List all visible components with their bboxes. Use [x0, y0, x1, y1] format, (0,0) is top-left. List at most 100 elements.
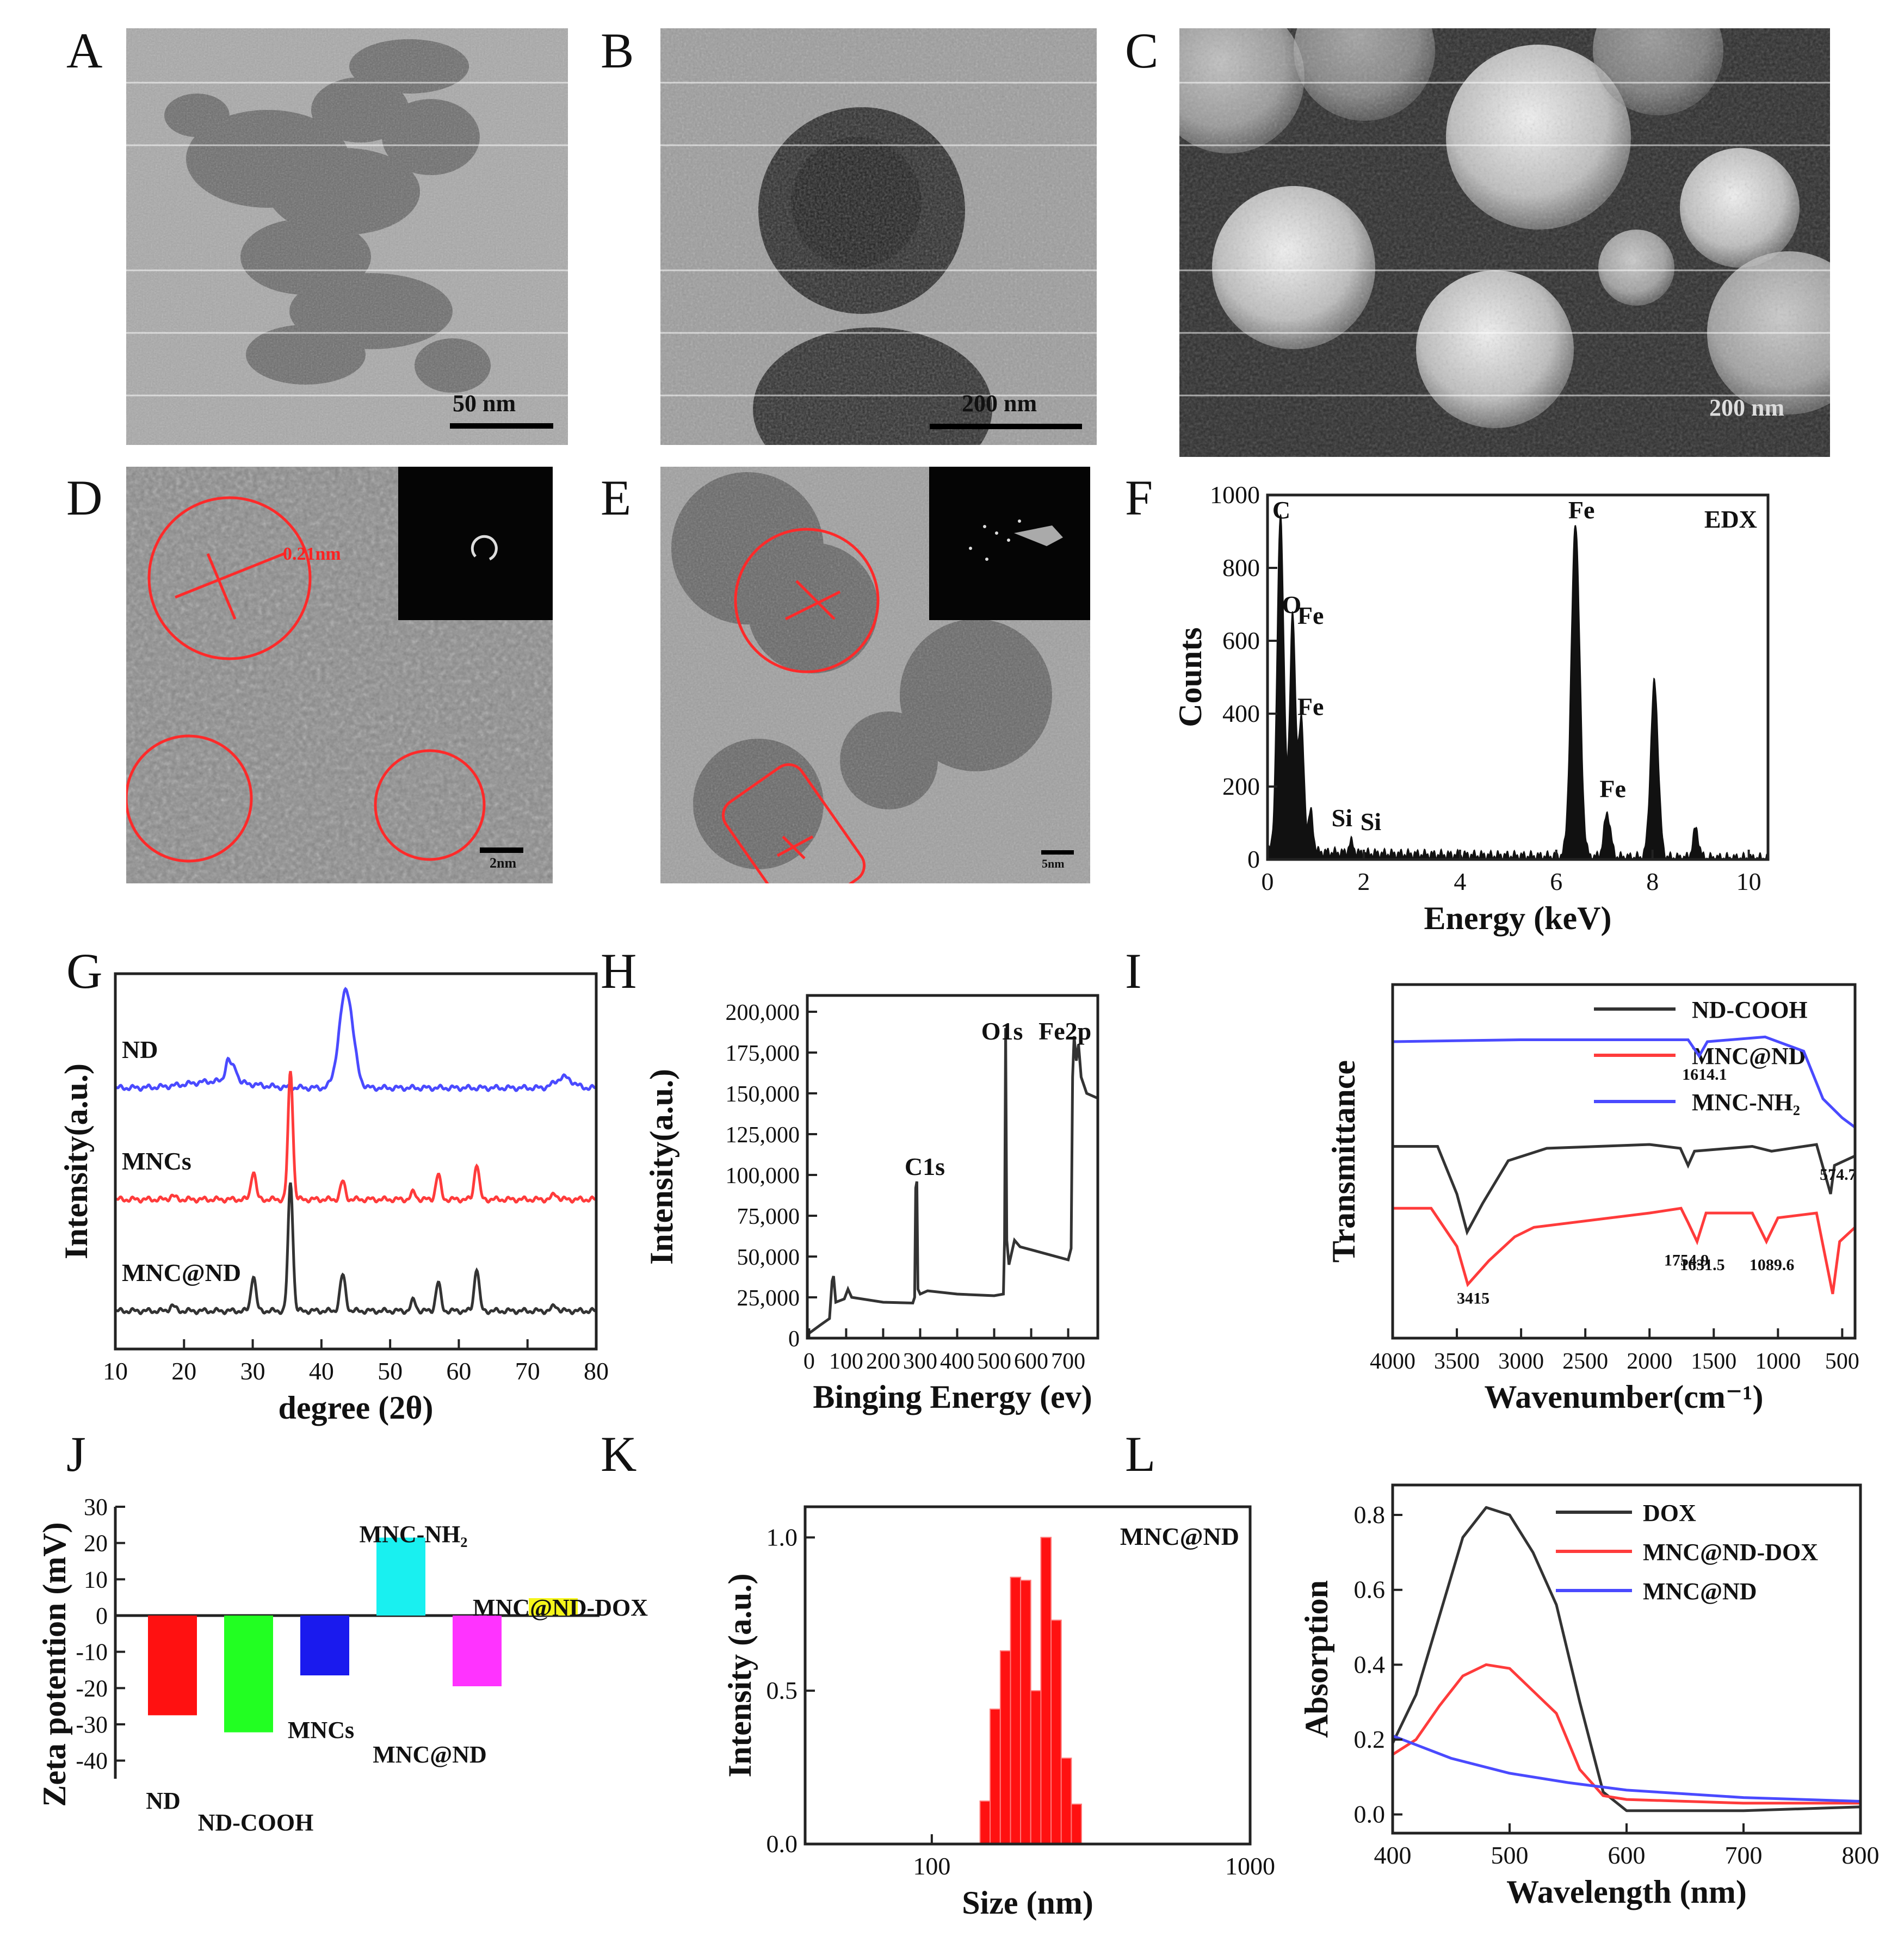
chart-h-ytick-label: 200,000 [726, 1000, 800, 1025]
dls-bar [1010, 1576, 1022, 1845]
chart-l-xtick-label: 700 [1725, 1841, 1763, 1869]
chart-f-ytick-label: 400 [1222, 700, 1260, 727]
xrd-series-line [115, 1182, 597, 1315]
chart-f-frame [1266, 493, 1770, 861]
chart-i-xtick-label: 3500 [1434, 1349, 1480, 1374]
uv-series-line [1392, 1734, 1861, 1803]
chart-l-ytick-label: 0.6 [1354, 1576, 1386, 1604]
chart-k-ylabel: Intensity (a.u.) [722, 1573, 758, 1777]
saed-inset-d [398, 467, 553, 620]
chart-i-xtick-label: 1000 [1755, 1349, 1801, 1374]
chart-i-ylabel: Transmittance [1326, 1060, 1362, 1263]
panel-letter-b: B [601, 23, 634, 78]
edx-peak-label: Si [1332, 804, 1353, 832]
chart-f-xtick-label: 0 [1262, 868, 1274, 895]
panel-letter-d: D [66, 470, 103, 525]
chart-g-ylabel: Intensity(a.u.) [58, 1063, 94, 1259]
scale-label-d: 2nm [490, 855, 517, 871]
chart-h-xtick-label: 700 [1051, 1349, 1085, 1374]
edx-peak-label: Fe [1297, 693, 1324, 721]
panel-letter-l: L [1125, 1426, 1156, 1482]
chart-g-xtick-label: 50 [378, 1357, 403, 1385]
zeta-bar-label: MNC-NH₂ [360, 1521, 468, 1548]
chart-h-xtick-label: 400 [940, 1349, 974, 1374]
chart-l-ytick-label: 0.8 [1354, 1501, 1386, 1529]
chart-l-ytick-label: 0.2 [1354, 1725, 1386, 1753]
uv-legend-label: MNC@ND-DOX [1643, 1539, 1818, 1566]
dls-bar [1050, 1619, 1062, 1845]
chart-l-ylabel: Absorption [1299, 1580, 1334, 1738]
panel-letter-c: C [1125, 23, 1159, 78]
xps-peak-label: Fe2p [1038, 1017, 1091, 1045]
chart-i-xtick-label: 1500 [1691, 1349, 1736, 1374]
chart-g-xtick-label: 60 [446, 1357, 471, 1385]
xrd-series-label: MNCs [122, 1147, 191, 1175]
zeta-bar [453, 1616, 502, 1686]
chart-j-ytick-label: -30 [76, 1711, 108, 1738]
saed-inset-e [929, 467, 1090, 620]
chart-l: DOX MNC@ND-DOX MNC@ND 400 500 600 700 800 0.0 0.2… [1299, 1483, 1880, 1910]
ftir-peak-label: 574.7 [1820, 1166, 1857, 1184]
xrd-series-label: MNC@ND [122, 1259, 241, 1286]
scale-label-c: 200 nm [1709, 394, 1785, 421]
chart-l-xtick-label: 500 [1491, 1841, 1529, 1869]
dls-bar [979, 1800, 991, 1845]
chart-j-ytick-label: -40 [76, 1748, 108, 1774]
panel-letter-a: A [66, 23, 103, 78]
panel-letter-i: I [1125, 943, 1142, 999]
chart-k-xlabel: Size (nm) [962, 1885, 1093, 1921]
panel-letter-h: H [601, 943, 637, 999]
edx-legend: EDX [1704, 505, 1757, 533]
chart-f-xtick-label: 2 [1357, 868, 1370, 895]
chart-l-xlabel: Wavelength (nm) [1506, 1874, 1747, 1910]
chart-i-frame [1391, 983, 1857, 1340]
dls-bar [1020, 1580, 1031, 1845]
tem-image-a [126, 28, 568, 445]
uv-legend-label: MNC@ND [1643, 1578, 1757, 1605]
dls-bar [1071, 1803, 1082, 1845]
chart-g-xtick-label: 70 [515, 1357, 540, 1385]
scale-bar-b [930, 424, 1082, 429]
chart-h-ytick-label: 150,000 [726, 1082, 800, 1107]
ftir-series-line [1393, 1143, 1856, 1236]
chart-h-xlabel: Binging Energy (ev) [813, 1379, 1092, 1415]
chart-g-xtick-label: 40 [309, 1357, 334, 1385]
xrd-series-line [115, 1071, 597, 1204]
panel-letter-e: E [601, 470, 632, 525]
xps-peak-label: O1s [981, 1017, 1023, 1045]
zeta-bar [300, 1616, 349, 1675]
chart-g-xtick-label: 30 [240, 1357, 265, 1385]
chart-f-xlabel: Energy (keV) [1424, 900, 1612, 936]
chart-i: ND-COOH MNC@ND MNC-NH₂ 1614.1 574.7 3415 1754.… [1326, 983, 1859, 1415]
chart-h-xtick-label: 100 [829, 1349, 863, 1374]
chart-k-frame [803, 1505, 1252, 1846]
chart-f-xtick-label: 4 [1454, 868, 1466, 895]
chart-l-xtick-label: 400 [1374, 1841, 1412, 1869]
lattice-label-d: 0.21nm [283, 544, 341, 564]
ftir-legend-label: MNC@ND [1692, 1043, 1806, 1069]
ftir-legend-label: MNC-NH₂ [1692, 1089, 1800, 1116]
scale-label-e: 5nm [1042, 857, 1065, 870]
dls-bar [990, 1709, 1001, 1845]
xrd-series-label: ND [122, 1036, 158, 1063]
chart-i-xtick-label: 500 [1825, 1349, 1859, 1374]
dls-bar [1030, 1690, 1042, 1845]
edx-peak-label: C [1272, 496, 1290, 524]
ftir-peak-label: 1631.5 [1680, 1256, 1725, 1274]
edx-peak-label: O [1282, 591, 1302, 618]
scale-label-a: 50 nm [453, 390, 516, 417]
chart-f-ytick-label: 1000 [1210, 481, 1260, 509]
panel-letter-f: F [1125, 470, 1153, 525]
chart-k: 100 1000 0.0 0.5 1.0 Size (nm) Intensity (a.u.… [722, 1505, 1275, 1921]
chart-j-ylabel: Zeta potention (mV) [36, 1522, 72, 1806]
chart-j-ytick-label: 0 [96, 1602, 108, 1629]
chart-l-xtick-label: 600 [1608, 1841, 1646, 1869]
zeta-bar-label: MNC@ND [373, 1741, 487, 1768]
chart-k-ytick-label: 0.0 [766, 1830, 798, 1858]
chart-j-ytick-label: -10 [76, 1639, 108, 1666]
chart-h-xtick-label: 300 [903, 1349, 937, 1374]
xrd-series-line [115, 987, 597, 1092]
zeta-bar [529, 1598, 578, 1616]
scale-label-b: 200 nm [962, 390, 1037, 417]
ftir-peak-label: 1614.1 [1682, 1066, 1727, 1084]
